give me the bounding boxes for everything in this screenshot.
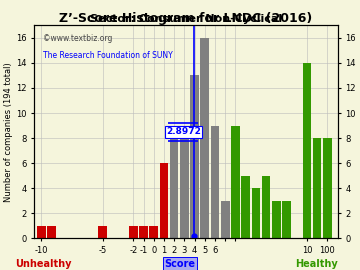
Bar bbox=[98, 226, 107, 238]
Bar bbox=[190, 75, 199, 238]
Bar bbox=[303, 63, 311, 238]
Bar bbox=[231, 126, 240, 238]
Text: Sector: Consumer Non-Cyclical: Sector: Consumer Non-Cyclical bbox=[90, 14, 282, 24]
Bar bbox=[129, 226, 138, 238]
Bar bbox=[139, 226, 148, 238]
Bar bbox=[221, 201, 230, 238]
Bar bbox=[159, 163, 168, 238]
Text: 2.8972: 2.8972 bbox=[166, 127, 201, 136]
Text: Healthy: Healthy bbox=[296, 259, 338, 269]
Bar bbox=[211, 126, 219, 238]
Bar bbox=[252, 188, 260, 238]
Text: Score: Score bbox=[165, 259, 195, 269]
Text: The Research Foundation of SUNY: The Research Foundation of SUNY bbox=[43, 51, 173, 60]
Bar bbox=[272, 201, 281, 238]
Bar bbox=[282, 201, 291, 238]
Text: ©www.textbiz.org: ©www.textbiz.org bbox=[43, 34, 113, 43]
Bar bbox=[201, 38, 209, 238]
Bar bbox=[47, 226, 56, 238]
Title: Z’-Score Histogram for LNDC (2016): Z’-Score Histogram for LNDC (2016) bbox=[59, 12, 312, 25]
Bar bbox=[323, 138, 332, 238]
Bar bbox=[149, 226, 158, 238]
Bar bbox=[37, 226, 46, 238]
Text: Unhealthy: Unhealthy bbox=[15, 259, 71, 269]
Y-axis label: Number of companies (194 total): Number of companies (194 total) bbox=[4, 62, 13, 202]
Bar bbox=[170, 126, 179, 238]
Bar bbox=[313, 138, 321, 238]
Bar bbox=[262, 176, 270, 238]
Bar bbox=[180, 126, 189, 238]
Bar bbox=[241, 176, 250, 238]
